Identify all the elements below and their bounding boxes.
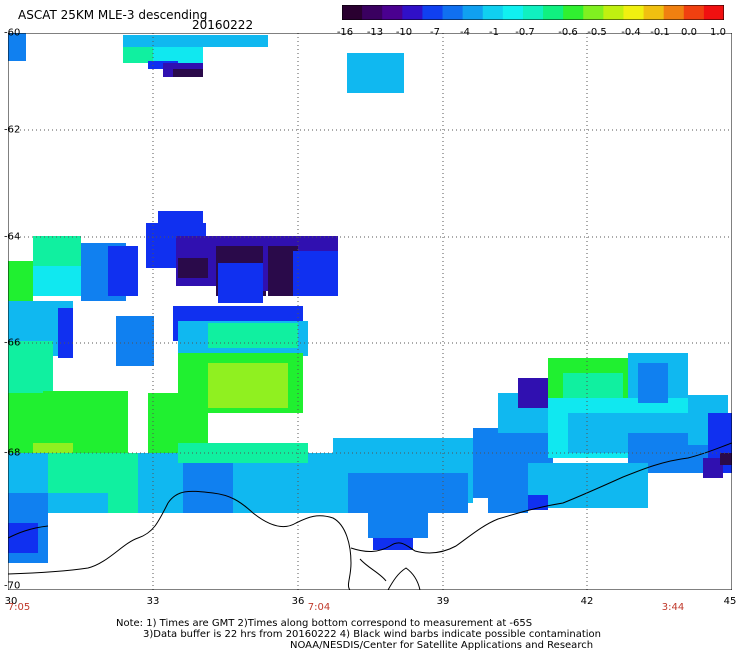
data-cell (703, 458, 723, 478)
colorbar-swatch (402, 5, 423, 20)
data-cell (108, 453, 138, 513)
data-cell (518, 378, 548, 408)
footer-note-1: Note: 1) Times are GMT 2)Times along bot… (116, 618, 533, 629)
x-axis-label-4: 42 (580, 596, 594, 607)
data-cell (8, 261, 33, 301)
map-title: ASCAT 25KM MLE-3 descending (18, 8, 208, 22)
colorbar-swatch (502, 5, 524, 20)
colorbar-swatch (422, 5, 444, 20)
data-cell (153, 47, 203, 63)
y-axis-label-4: -68 (4, 447, 21, 459)
data-cell (638, 363, 668, 403)
data-cell (123, 47, 153, 63)
coastline (8, 442, 732, 590)
colorbar-swatch (462, 5, 484, 20)
data-cell (178, 443, 308, 463)
map-plot (8, 33, 732, 590)
colorbar-swatch (703, 5, 724, 20)
colorbar-swatch (362, 5, 383, 20)
data-cell (8, 523, 38, 553)
left-coastline (8, 525, 49, 539)
colorbar-swatch (382, 5, 403, 20)
x-axis-label-1: 33 (146, 596, 160, 607)
y-axis-label-0: -60 (4, 27, 21, 39)
x-axis-label-3: 39 (436, 596, 450, 607)
colorbar-swatch (543, 5, 564, 20)
colorbar-swatch (603, 5, 624, 20)
colorbar-swatch (643, 5, 665, 20)
data-cell (348, 473, 468, 513)
grid (8, 33, 732, 590)
data-cell (33, 266, 81, 296)
x-axis-label-2: 36 (291, 596, 305, 607)
data-cell (368, 508, 428, 538)
y-axis-label-2: -64 (4, 231, 21, 243)
data-cell (108, 246, 138, 296)
data-cell (116, 316, 154, 366)
map-date: 20160222 (192, 18, 254, 32)
data-cell (528, 495, 548, 510)
colorbar-swatch (342, 5, 363, 20)
inner-bay-coastline (359, 558, 421, 590)
data-cell (173, 69, 203, 77)
time-label-2: 3:44 (661, 602, 685, 613)
colorbar-swatch (563, 5, 584, 20)
data-cell (720, 453, 732, 465)
x-axis-label-5: 45 (723, 596, 737, 607)
data-cell (58, 308, 73, 358)
y-axis-label-3: -66 (4, 337, 21, 349)
colorbar-swatch (482, 5, 504, 20)
data-cell (178, 258, 208, 278)
colorbar-swatch (442, 5, 464, 20)
data-cell (208, 363, 288, 408)
footer-credit: NOAA/NESDIS/Center for Satellite Applica… (290, 640, 594, 651)
y-axis-label-1: -62 (4, 124, 21, 136)
colorbar (342, 5, 724, 20)
data-cell (33, 236, 81, 266)
colorbar-swatch (683, 5, 705, 20)
y-axis-label-5: -70 (4, 580, 21, 592)
data-cell (8, 33, 26, 61)
x-axis-label-0: 30 (4, 596, 18, 607)
colorbar-swatch (522, 5, 544, 20)
data-cell (208, 323, 298, 348)
data-cell (123, 35, 268, 47)
footer-note-2: 3)Data buffer is 22 hrs from 20160222 4)… (143, 629, 601, 640)
time-label-0: 7:05 (7, 602, 31, 613)
data-cell (8, 341, 53, 396)
colorbar-swatch (663, 5, 685, 20)
data-cell (488, 493, 528, 513)
time-label-1: 7:04 (307, 602, 331, 613)
data-cell (347, 53, 404, 93)
data-cell (183, 463, 233, 513)
colorbar-swatch (583, 5, 604, 20)
data-cell (218, 263, 263, 303)
colorbar-swatch (623, 5, 645, 20)
data-cell (293, 251, 338, 296)
data-cells (8, 33, 732, 563)
